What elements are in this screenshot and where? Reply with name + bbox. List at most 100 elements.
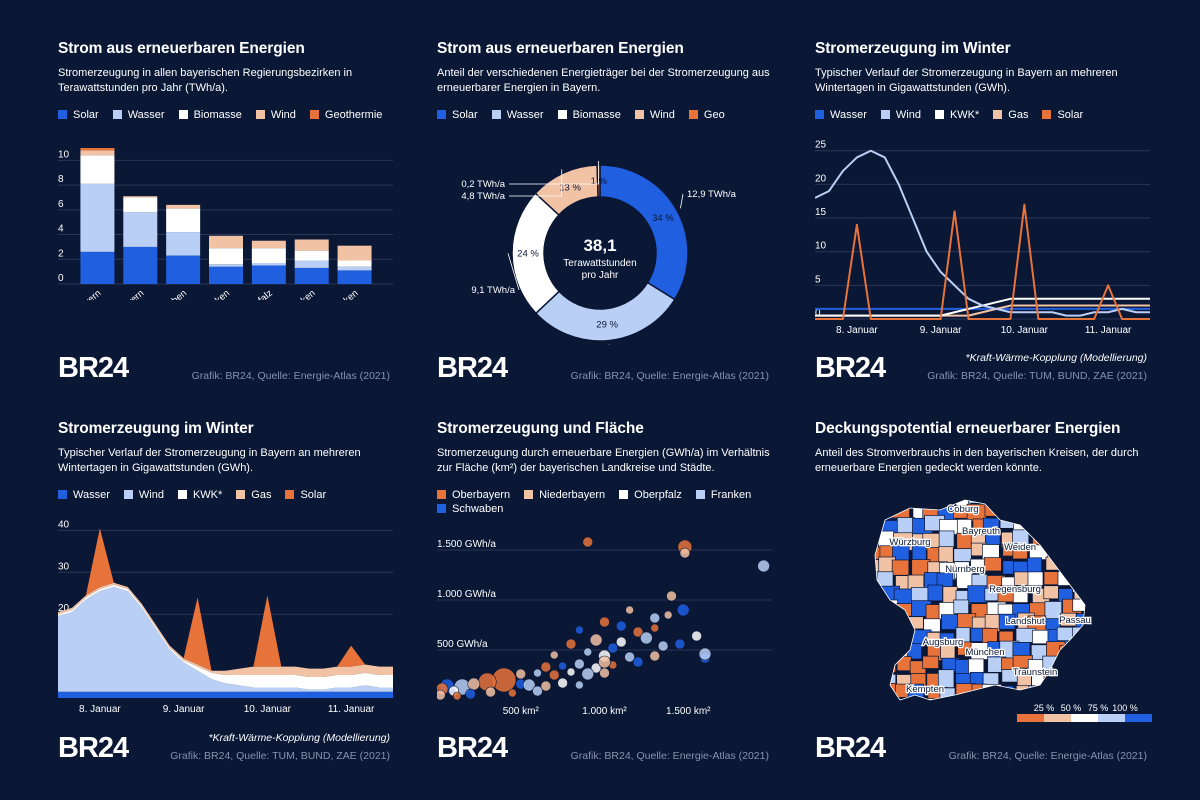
legend-label: Wind <box>649 109 675 121</box>
legend-item: Gas <box>236 488 271 502</box>
legend-item: KWK* <box>177 488 222 502</box>
scatter-point <box>515 668 527 680</box>
map-district <box>953 548 972 562</box>
scatter-point <box>598 655 611 669</box>
legend-label: Gas <box>1008 109 1029 121</box>
legend-swatch <box>688 110 698 119</box>
chart-title: Stromerzeugung im Winter <box>58 420 254 437</box>
map-district <box>1092 644 1107 661</box>
bar-segment <box>166 232 201 256</box>
map-district <box>1056 657 1074 674</box>
leader-line <box>680 193 684 209</box>
map-district <box>998 613 1016 630</box>
city-label: Traunstein <box>1013 667 1058 678</box>
legend-swatch <box>524 490 534 499</box>
scatter-point <box>532 685 543 697</box>
map-district <box>1075 557 1085 573</box>
chart-title: Stromerzeugung und Fläche <box>437 420 644 437</box>
map-district <box>1088 591 1102 608</box>
map-district <box>982 672 1000 686</box>
bar-chart: 0 2 4 6 8 10 OberbayernNiederbayernSchwabenMit… <box>58 148 393 300</box>
bar-segment <box>337 270 372 284</box>
map-district <box>957 713 973 725</box>
y-tick-label: 8 <box>58 174 64 185</box>
map-district <box>1089 530 1106 545</box>
map-district <box>877 683 898 700</box>
br24-logo: BR24 <box>437 352 508 384</box>
y-tick-label: 4 <box>58 224 64 235</box>
y-tick-label: 0 <box>815 308 821 319</box>
map-district <box>875 500 882 516</box>
map-district <box>1015 685 1035 700</box>
legend-swatch <box>491 110 501 119</box>
map-district <box>952 699 972 700</box>
map-district <box>1092 661 1110 676</box>
legend-label: Solar <box>1057 109 1084 121</box>
map-district <box>1044 505 1062 524</box>
x-tick-label: 11. Januar <box>328 704 375 715</box>
slice-value-label: 4,8 TWh/a <box>461 191 505 202</box>
map-district <box>867 702 882 714</box>
scatter-point <box>632 656 644 668</box>
legend-item: Geo <box>688 108 725 122</box>
scatter-point <box>533 668 542 678</box>
scale-swatch <box>1017 714 1044 722</box>
map-district <box>1092 616 1106 629</box>
map-district <box>984 500 1001 517</box>
map-district <box>875 645 887 664</box>
map-district <box>875 587 879 601</box>
legend-swatch <box>1042 110 1052 119</box>
legend-item: Niederbayern <box>524 488 605 502</box>
map-district <box>893 500 913 505</box>
scale-swatch <box>1044 714 1071 722</box>
map-district <box>876 617 895 632</box>
scatter-point <box>691 630 702 642</box>
scale-label: 50 % <box>1061 703 1082 713</box>
scatter-point <box>583 647 593 657</box>
legend-label: Wasser <box>830 109 867 121</box>
leader-line <box>509 169 563 197</box>
legend-item: Geothermie <box>309 108 382 122</box>
slice-value-label: 0,2 TWh/a <box>461 179 505 190</box>
legend-item: Wind <box>123 488 164 502</box>
leader-line <box>509 161 599 185</box>
legend-swatch <box>634 110 644 119</box>
map-district <box>1060 502 1078 516</box>
legend-label: Solar <box>73 109 99 121</box>
scatter-point <box>607 642 619 654</box>
chart-subtitle: Typischer Verlauf der Stromerzeugung in … <box>815 67 1118 94</box>
map-district <box>984 699 1004 700</box>
bar-segment <box>209 266 243 284</box>
legend-item: Oberbayern <box>437 488 510 502</box>
choropleth-map: Coburg Bayreuth Würzburg Weiden Nürnberg Rege… <box>867 499 1152 725</box>
legend-label: Solar <box>300 489 327 501</box>
map-district <box>1074 547 1085 564</box>
scatter-point <box>549 650 559 660</box>
map-district <box>968 702 983 716</box>
map-district <box>953 599 969 615</box>
map-district <box>875 599 883 616</box>
map-district <box>882 599 898 616</box>
map-district <box>941 699 958 700</box>
map-district <box>1043 585 1059 600</box>
legend-item: Wind <box>880 108 921 122</box>
map-district <box>1014 701 1029 715</box>
map-district <box>983 557 1002 572</box>
city-label: München <box>965 647 1004 658</box>
map-district <box>1012 544 1028 560</box>
map-district <box>922 500 944 506</box>
map-district <box>1012 642 1031 657</box>
scatter-point <box>558 661 567 671</box>
panel-donut-share: Strom aus erneuerbaren Energien Anteil d… <box>437 40 777 400</box>
map-district <box>1016 500 1032 505</box>
scatter-point <box>540 680 552 692</box>
scale-swatch <box>1125 714 1152 722</box>
y-tick-label: 30 <box>58 561 70 572</box>
map-district <box>967 585 988 603</box>
br24-logo: BR24 <box>58 352 129 384</box>
map-district <box>938 546 954 563</box>
legend-swatch <box>178 110 188 119</box>
area-band <box>58 586 393 692</box>
map-district <box>1090 575 1105 592</box>
map-district <box>1075 613 1085 630</box>
